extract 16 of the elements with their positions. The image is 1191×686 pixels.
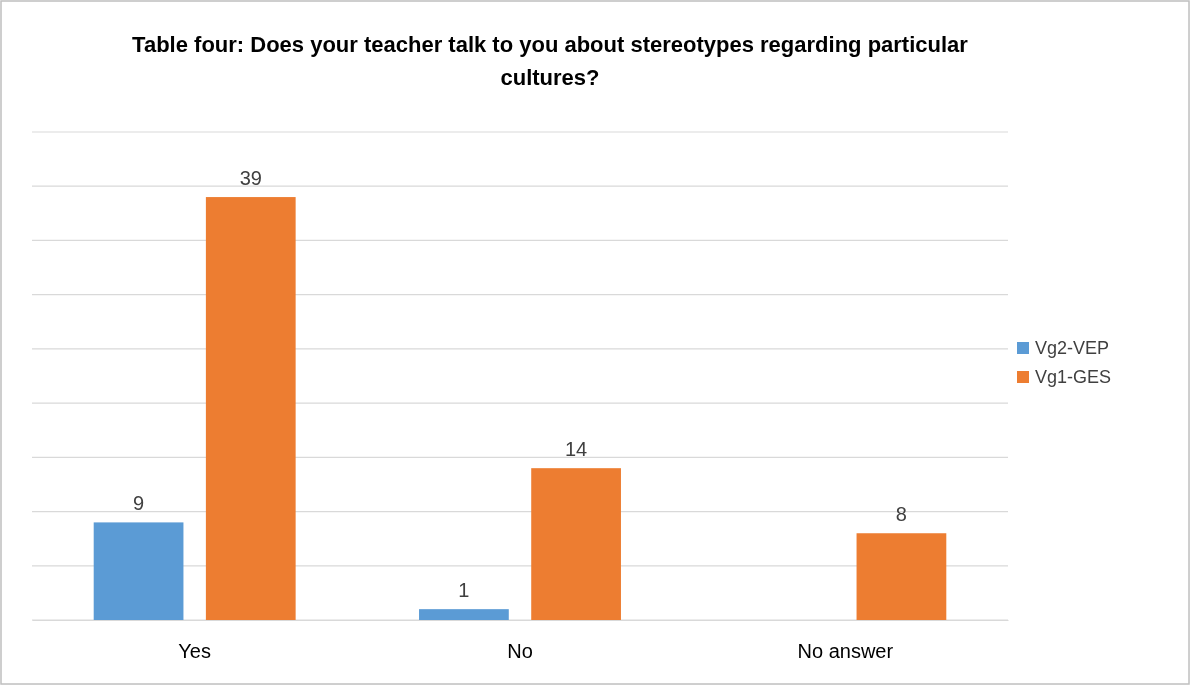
data-label: 1 [458,579,470,602]
data-label: 39 [239,167,262,190]
x-tick-label: No answer [797,640,894,663]
chart-title: Table four: Does your teacher talk to you about stereotypes regarding particular cultures? [132,32,969,90]
bar [419,609,509,620]
bar [856,533,947,620]
legend-label: Vg2-VEP [1035,338,1110,359]
bar [531,468,621,620]
bar [205,197,296,620]
x-tick-label: Yes [178,640,211,663]
legend-label: Vg1-GES [1035,367,1112,388]
data-label: 8 [895,503,907,526]
data-label: 14 [564,438,588,461]
bar [93,522,184,620]
x-tick-label: No [507,640,533,663]
data-label: 9 [133,492,145,515]
